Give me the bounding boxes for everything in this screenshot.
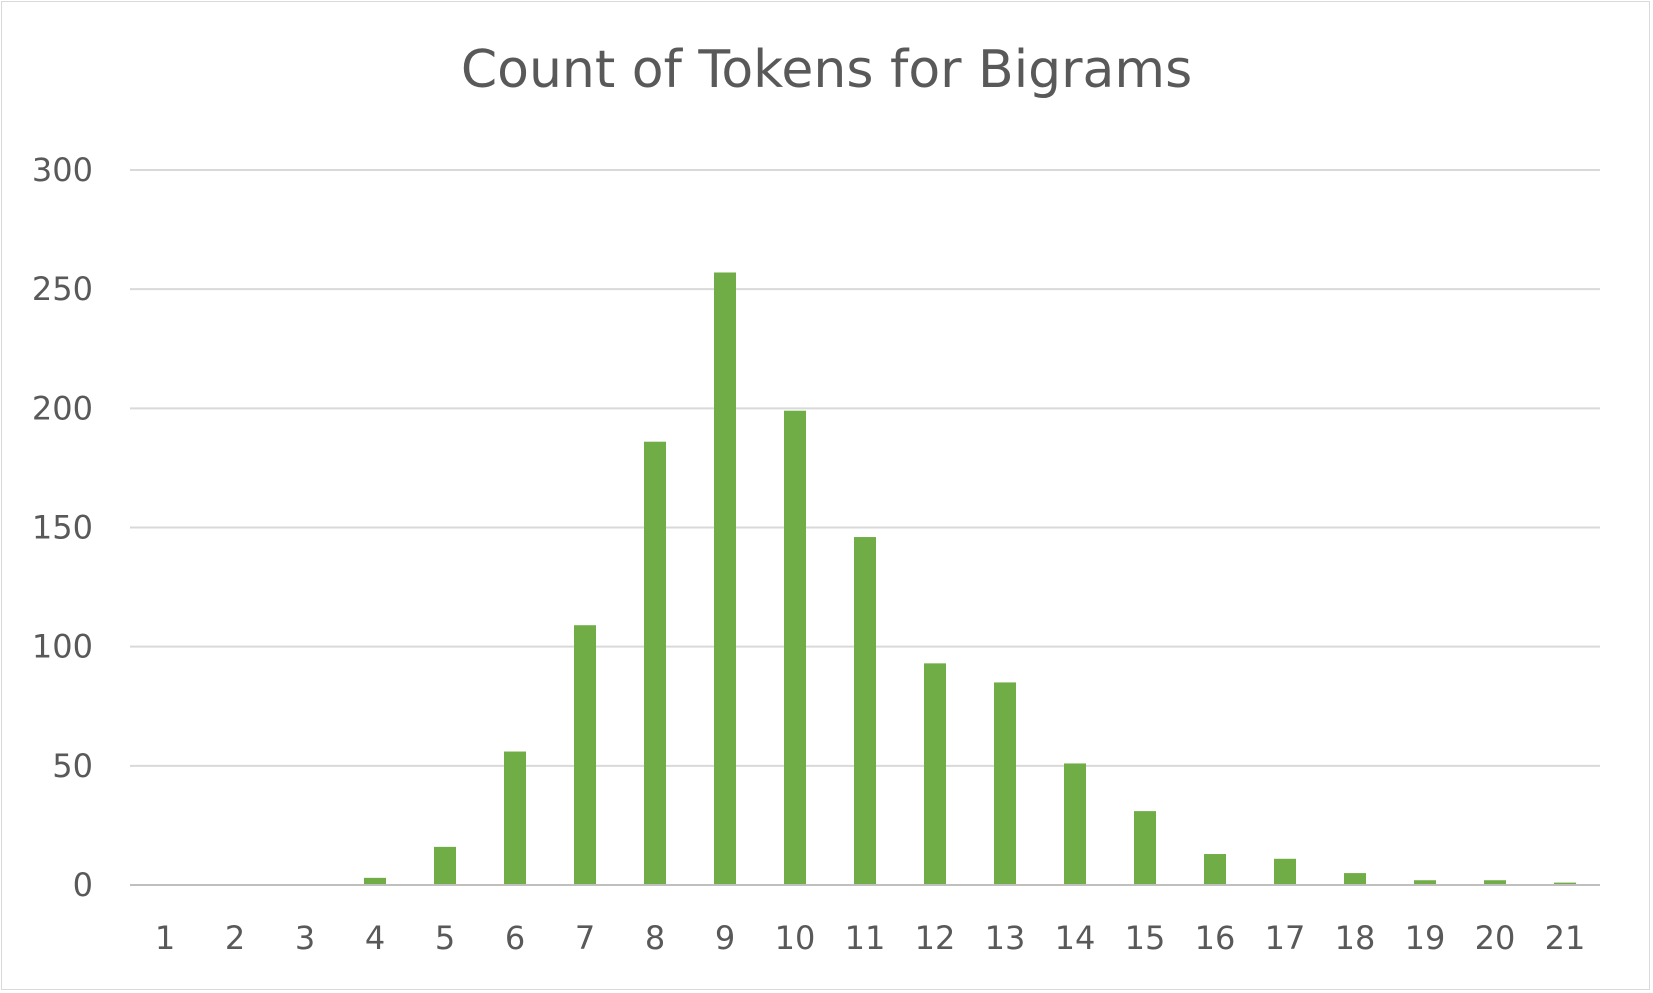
bar-14: [1064, 763, 1086, 885]
x-tick-label: 10: [775, 919, 816, 957]
y-tick-label: 200: [32, 389, 93, 427]
x-tick-label: 9: [715, 919, 735, 957]
y-axis-tick-labels: 0 50 100 150 200 250 300: [32, 151, 93, 904]
y-tick-label: 0: [73, 866, 93, 904]
x-axis-tick-labels: 1 2 3 4 5 6 7 8 9 10 11 12 13 14 15 16 17 18 19 20 21: [155, 919, 1586, 957]
bar-15: [1134, 811, 1156, 885]
y-tick-label: 150: [32, 509, 93, 547]
x-tick-label: 18: [1335, 919, 1376, 957]
bar-5: [434, 846, 456, 885]
bar-20: [1484, 880, 1506, 885]
chart-title: Count of Tokens for Bigrams: [460, 40, 1193, 100]
bar-7: [574, 625, 596, 885]
x-tick-label: 6: [505, 919, 525, 957]
y-tick-label: 250: [32, 270, 93, 308]
y-tick-label: 50: [52, 747, 93, 785]
x-tick-label: 16: [1195, 919, 1236, 957]
x-tick-label: 17: [1265, 919, 1306, 957]
bar-10: [784, 410, 806, 885]
x-tick-label: 14: [1055, 919, 1096, 957]
bar-16: [1204, 854, 1226, 885]
bar-13: [994, 682, 1016, 885]
x-tick-label: 19: [1405, 919, 1446, 957]
y-tick-label: 300: [32, 151, 93, 189]
x-tick-label: 1: [155, 919, 175, 957]
bar-11: [854, 537, 876, 885]
bar-8: [644, 441, 666, 885]
x-tick-label: 13: [985, 919, 1026, 957]
x-tick-label: 21: [1545, 919, 1586, 957]
bar-4: [364, 877, 386, 885]
x-tick-label: 12: [915, 919, 956, 957]
bar-21: [1554, 882, 1576, 885]
x-tick-label: 5: [435, 919, 455, 957]
x-tick-label: 2: [225, 919, 245, 957]
bar-6: [504, 751, 526, 885]
x-tick-label: 15: [1125, 919, 1166, 957]
bar-18: [1344, 873, 1366, 885]
y-tick-label: 100: [32, 628, 93, 666]
x-tick-label: 3: [295, 919, 315, 957]
bar-19: [1414, 880, 1436, 885]
x-tick-label: 11: [845, 919, 886, 957]
x-tick-label: 4: [365, 919, 385, 957]
bar-17: [1274, 858, 1296, 885]
bar-12: [924, 663, 946, 885]
x-tick-label: 8: [645, 919, 665, 957]
bars: [364, 272, 1576, 885]
x-tick-label: 7: [575, 919, 595, 957]
x-tick-label: 20: [1475, 919, 1516, 957]
bar-9: [714, 272, 736, 885]
